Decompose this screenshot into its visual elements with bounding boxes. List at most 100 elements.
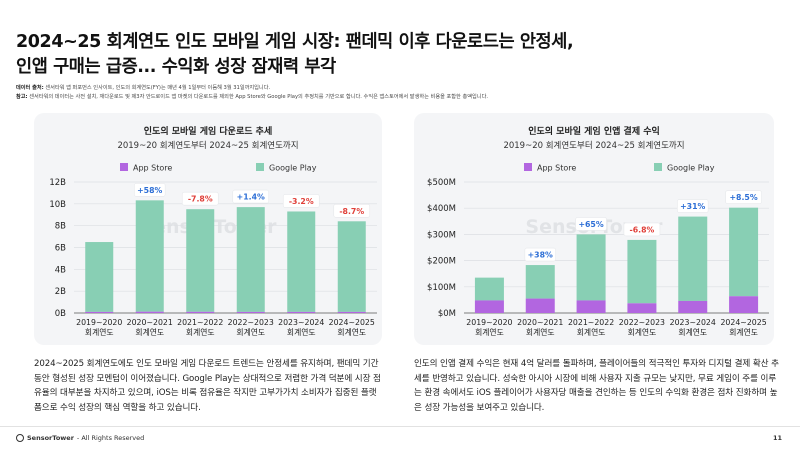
x-tick-label: 2024~2025 [329,318,375,327]
growth-badge-label: +31% [680,202,705,211]
legend-label-app-store: App Store [537,164,576,173]
bar-app-store [337,311,366,313]
page-title-line-1: 2024~25 회계연도 인도 모바일 게임 시장: 팬데믹 이후 다운로드는 … [16,32,574,52]
bar-app-store [525,298,555,313]
x-tick-label: 2019~2020 [76,318,122,327]
growth-badge-label: -8.7% [339,207,364,216]
bar-app-store [186,311,215,313]
reference-label: 참고: [16,94,28,100]
bar-google-play [135,200,164,312]
bar-google-play [729,207,759,297]
y-tick-label: 2B [55,287,66,297]
x-tick-label: 2024~2025 [720,318,766,327]
y-tick-label: $100M [427,283,456,293]
x-tick-label-line2: 회계연도 [628,327,657,337]
x-tick-label-line2: 회계연도 [577,327,606,337]
x-tick-label: 2019~2020 [466,318,512,327]
page-title: 2024~25 회계연도 인도 모바일 게임 시장: 팬데믹 이후 다운로드는 … [16,30,776,80]
x-tick-label-line2: 회계연도 [475,327,504,337]
x-tick-label-line2: 회계연도 [678,327,707,337]
legend-label-google-play: Google Play [269,164,317,173]
growth-badge-label: -3.2% [289,197,314,206]
x-tick-label: 2022~2023 [228,318,274,327]
legend-swatch-app-store [120,163,128,171]
page-number: 11 [772,434,782,442]
growth-badge [725,190,762,204]
bar-google-play [287,211,316,312]
legend-swatch-google-play [654,163,662,171]
data-source-label: 데이터 출처: [16,85,44,91]
legend-label-google-play: Google Play [667,164,715,173]
bar-google-play [627,239,657,304]
y-tick-label: 6B [55,244,66,254]
revenue-commentary: 인도의 인앱 결제 수익은 현재 4억 달러를 돌파하며, 플레이어들의 적극적… [414,359,779,413]
x-tick-label: 2023~2024 [670,318,716,327]
footer: SensorTower - All Rights Reserved 11 [0,426,800,449]
y-tick-label: 8B [55,222,66,232]
x-tick-label: 2021~2022 [177,318,223,327]
bar-google-play [337,221,366,312]
bar-app-store [627,303,657,313]
chart-title: 인도의 모바일 게임 다운로드 추세 [144,125,272,137]
x-tick-label-line2: 회계연도 [526,327,555,337]
page-title-line-2: 인앱 구매는 급증... 수익화 성장 잠재력 부각 [16,57,336,77]
bar-app-store [236,311,265,313]
bar-google-play [474,277,504,301]
x-tick-label-line2: 회계연도 [135,327,164,337]
x-tick-label-line2: 회계연도 [729,327,758,337]
growth-badge-label: +38% [528,251,553,260]
footer-rights: - All Rights Reserved [76,434,145,442]
x-tick-label: 2023~2024 [278,318,324,327]
y-tick-label: 12B [49,178,66,188]
x-tick-label: 2022~2023 [619,318,665,327]
chart-subtitle: 2019~20 회계연도부터 2024~25 회계연도까지 [503,140,684,151]
y-tick-label: $0M [438,309,456,319]
growth-badge-label: +1.4% [237,193,265,202]
growth-badge-label: -6.8% [629,225,654,234]
bar-app-store [135,311,164,313]
data-source-note: 데이터 출처: 센서타워 앱 퍼포먼스 인사이트, 인도의 회계연도(FY)는 … [16,84,270,91]
x-tick-label-line2: 회계연도 [287,327,316,337]
growth-badge [575,217,607,231]
footer-logo: SensorTower - All Rights Reserved [16,434,144,442]
bar-app-store [474,300,504,313]
footer-brand: SensorTower [27,434,74,442]
bar-google-play [85,242,114,312]
y-tick-label: 0B [55,309,66,319]
x-tick-label: 2020~2021 [127,318,173,327]
growth-badge [134,183,166,197]
chart-subtitle: 2019~20 회계연도부터 2024~25 회계연도까지 [117,140,298,151]
bar-app-store [85,311,114,313]
x-tick-label: 2020~2021 [517,318,563,327]
x-tick-label-line2: 회계연도 [236,327,265,337]
bar-google-play [678,216,708,301]
growth-badge [333,204,371,218]
growth-badge-label: -7.8% [188,195,213,204]
bar-google-play [236,207,265,312]
growth-badge [524,247,556,262]
bar-app-store [729,296,759,313]
bar-google-play [186,209,215,312]
growth-badge-label: +65% [578,220,603,229]
growth-badge-label: +8.5% [729,193,757,202]
growth-badge [282,194,320,208]
bar-google-play [525,265,555,299]
growth-badge [181,191,219,206]
downloads-commentary: 2024~2025 회계연도에도 인도 모바일 게임 다운로드 트렌드는 안정세… [34,359,381,413]
y-tick-label: 4B [55,265,66,275]
y-tick-label: 10B [49,200,66,210]
growth-badge [232,189,270,204]
legend-label-app-store: App Store [133,164,172,173]
reference-text: 센서타워의 데이터는 사전 설치, 재다운로드 및 제3자 안드로이드 앱 마켓… [27,94,488,100]
chart-title: 인도의 모바일 게임 인앱 결제 수익 [528,125,660,137]
legend-swatch-google-play [256,163,264,171]
growth-badge-label: +58% [137,186,162,195]
sensortower-logo-icon [16,434,24,442]
growth-badge [623,222,661,237]
bar-app-store [287,311,316,313]
bar-app-store [576,300,606,313]
bar-google-play [576,234,606,301]
y-tick-label: $500M [427,178,456,188]
